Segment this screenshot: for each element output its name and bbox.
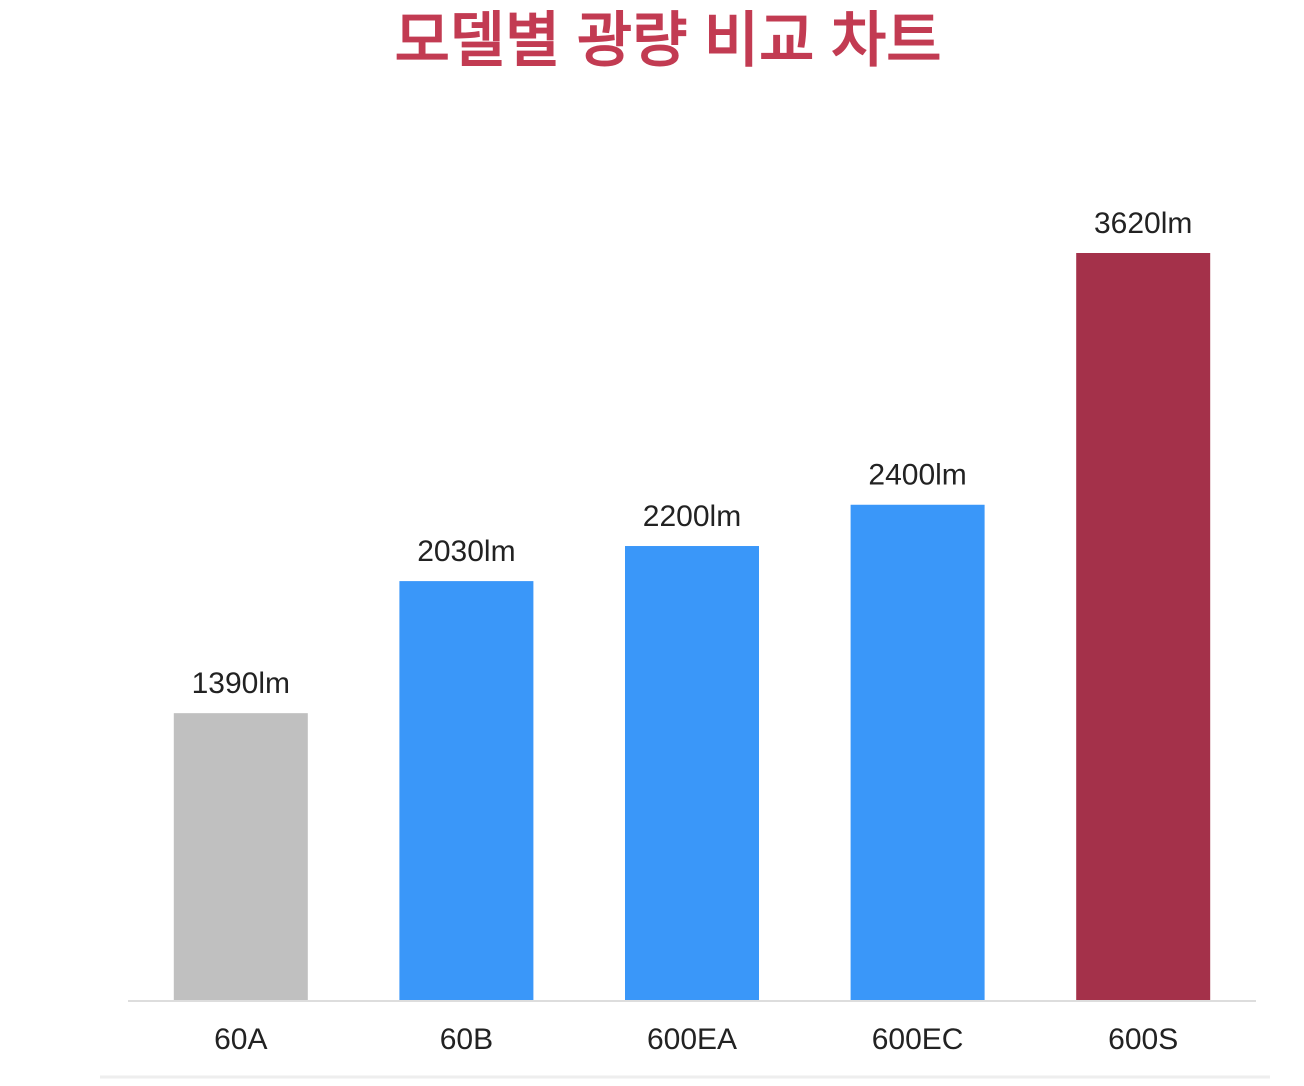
value-label: 3620lm [1094,207,1192,240]
x-tick-label: 60A [214,1023,267,1056]
x-tick-label: 600EA [647,1023,737,1056]
bar [625,546,759,1000]
value-label: 2200lm [643,500,741,533]
bar [399,581,534,1000]
x-tick-label: 600S [1108,1023,1178,1056]
bar [173,713,308,1000]
x-tick-label: 600EC [872,1023,964,1056]
value-label: 1390lm [192,667,290,700]
bar [1076,253,1211,1000]
value-label: 2030lm [417,535,515,568]
bar [850,504,985,1000]
chart-title: 모델별 광량 비교 차트 [395,7,942,74]
value-label: 2400lm [868,459,966,492]
x-tick-label: 60B [440,1023,493,1056]
